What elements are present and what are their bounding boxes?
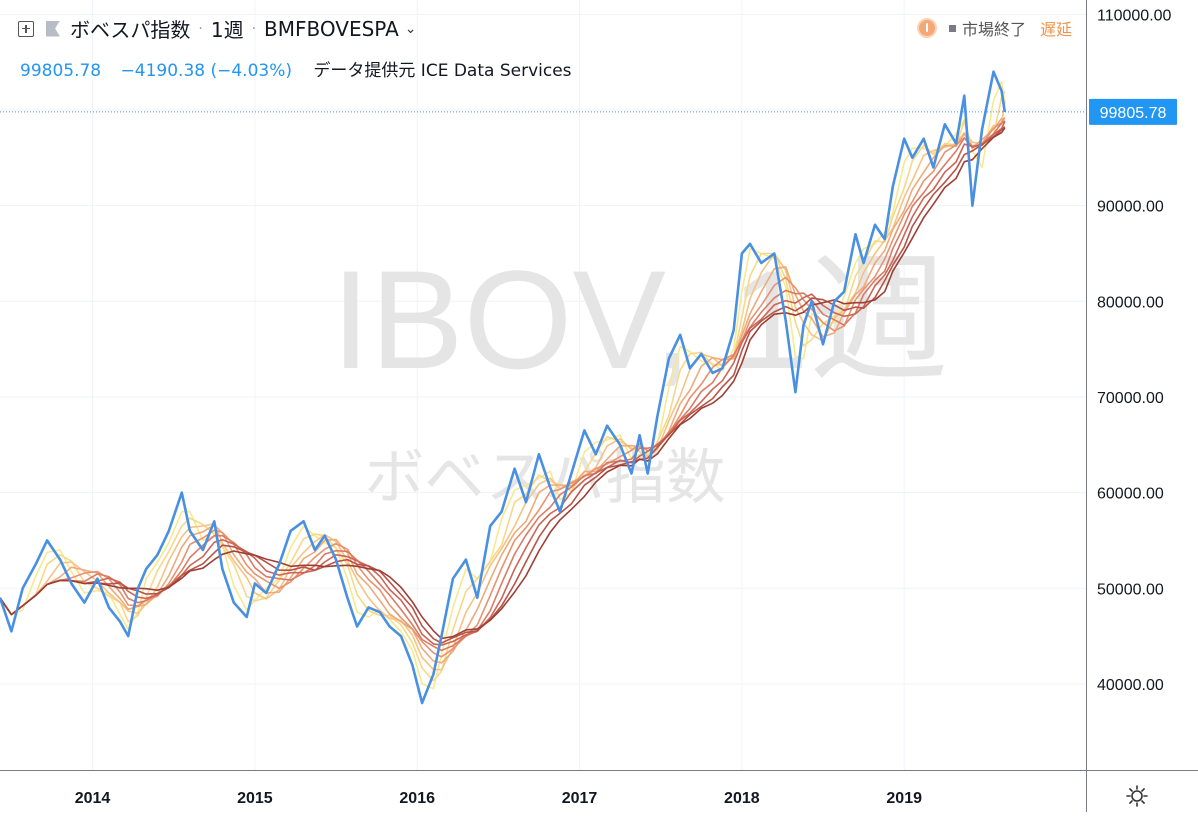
price-layer [0, 70, 1086, 705]
ma-ribbon-line [0, 127, 1006, 640]
ribbon-layer [0, 80, 1006, 690]
price-line [0, 70, 1007, 705]
y-tick-label: 40000.00 [1097, 677, 1164, 694]
x-tick-label: 2016 [399, 790, 435, 807]
y-tick-label: 80000.00 [1097, 294, 1164, 311]
y-tick-label: 60000.00 [1097, 486, 1164, 503]
data-source: データ提供元 ICE Data Services [313, 61, 572, 81]
x-tick-label: 2015 [237, 790, 273, 807]
chevron-down-icon[interactable]: ⌄ [404, 20, 417, 37]
separator-dot: · [198, 20, 203, 37]
last-value: 99805.78 [20, 61, 102, 81]
x-tick-label: 2019 [886, 790, 922, 807]
add-compare-icon[interactable] [18, 20, 34, 37]
change-value: −4190.38 (−4.03%) [120, 61, 292, 81]
ma-ribbon-line [0, 126, 1006, 644]
x-tick-label: 2014 [75, 790, 111, 807]
interval-label[interactable]: 1週 [210, 18, 244, 42]
settings-icon[interactable] [1125, 784, 1149, 808]
market-closed-icon [948, 24, 956, 32]
flag-icon[interactable] [46, 20, 60, 37]
exchange-symbol[interactable]: BMFBOVESPA [264, 16, 399, 41]
y-tick-label: 90000.00 [1097, 199, 1164, 216]
grid-layer [0, 0, 1086, 770]
market-closed-label: 市場終了 [961, 20, 1026, 39]
values-row: 99805.78 −4190.38 (−4.03%) データ提供元 ICE Da… [20, 56, 572, 81]
y-tick-label: 110000.00 [1097, 7, 1172, 24]
symbol-name[interactable]: ボベスパ指数 [70, 18, 191, 42]
delay-label[interactable]: 遅延 [1039, 20, 1072, 39]
separator-dot: · [251, 20, 257, 37]
chart-header: ボベスパ指数 · 1週 · BMFBOVESPA ⌄ [18, 14, 417, 43]
market-status: 市場終了 遅延 [916, 16, 1072, 40]
last-price-badge [1089, 98, 1177, 125]
x-tick-label: 2017 [562, 790, 598, 807]
watermark-main: IBOV, 1週 [331, 241, 948, 398]
y-tick-label: 50000.00 [1097, 581, 1164, 598]
ma-ribbon-line [0, 117, 1006, 658]
y-tick-label: 70000.00 [1097, 390, 1164, 407]
x-tick-label: 2018 [724, 790, 760, 807]
alert-icon[interactable] [916, 18, 937, 38]
last-price-label: 99805.78 [1100, 105, 1167, 122]
ma-ribbon-line [0, 80, 1006, 690]
ma-ribbon-line [0, 91, 1006, 682]
ma-ribbon-line [0, 117, 1006, 664]
